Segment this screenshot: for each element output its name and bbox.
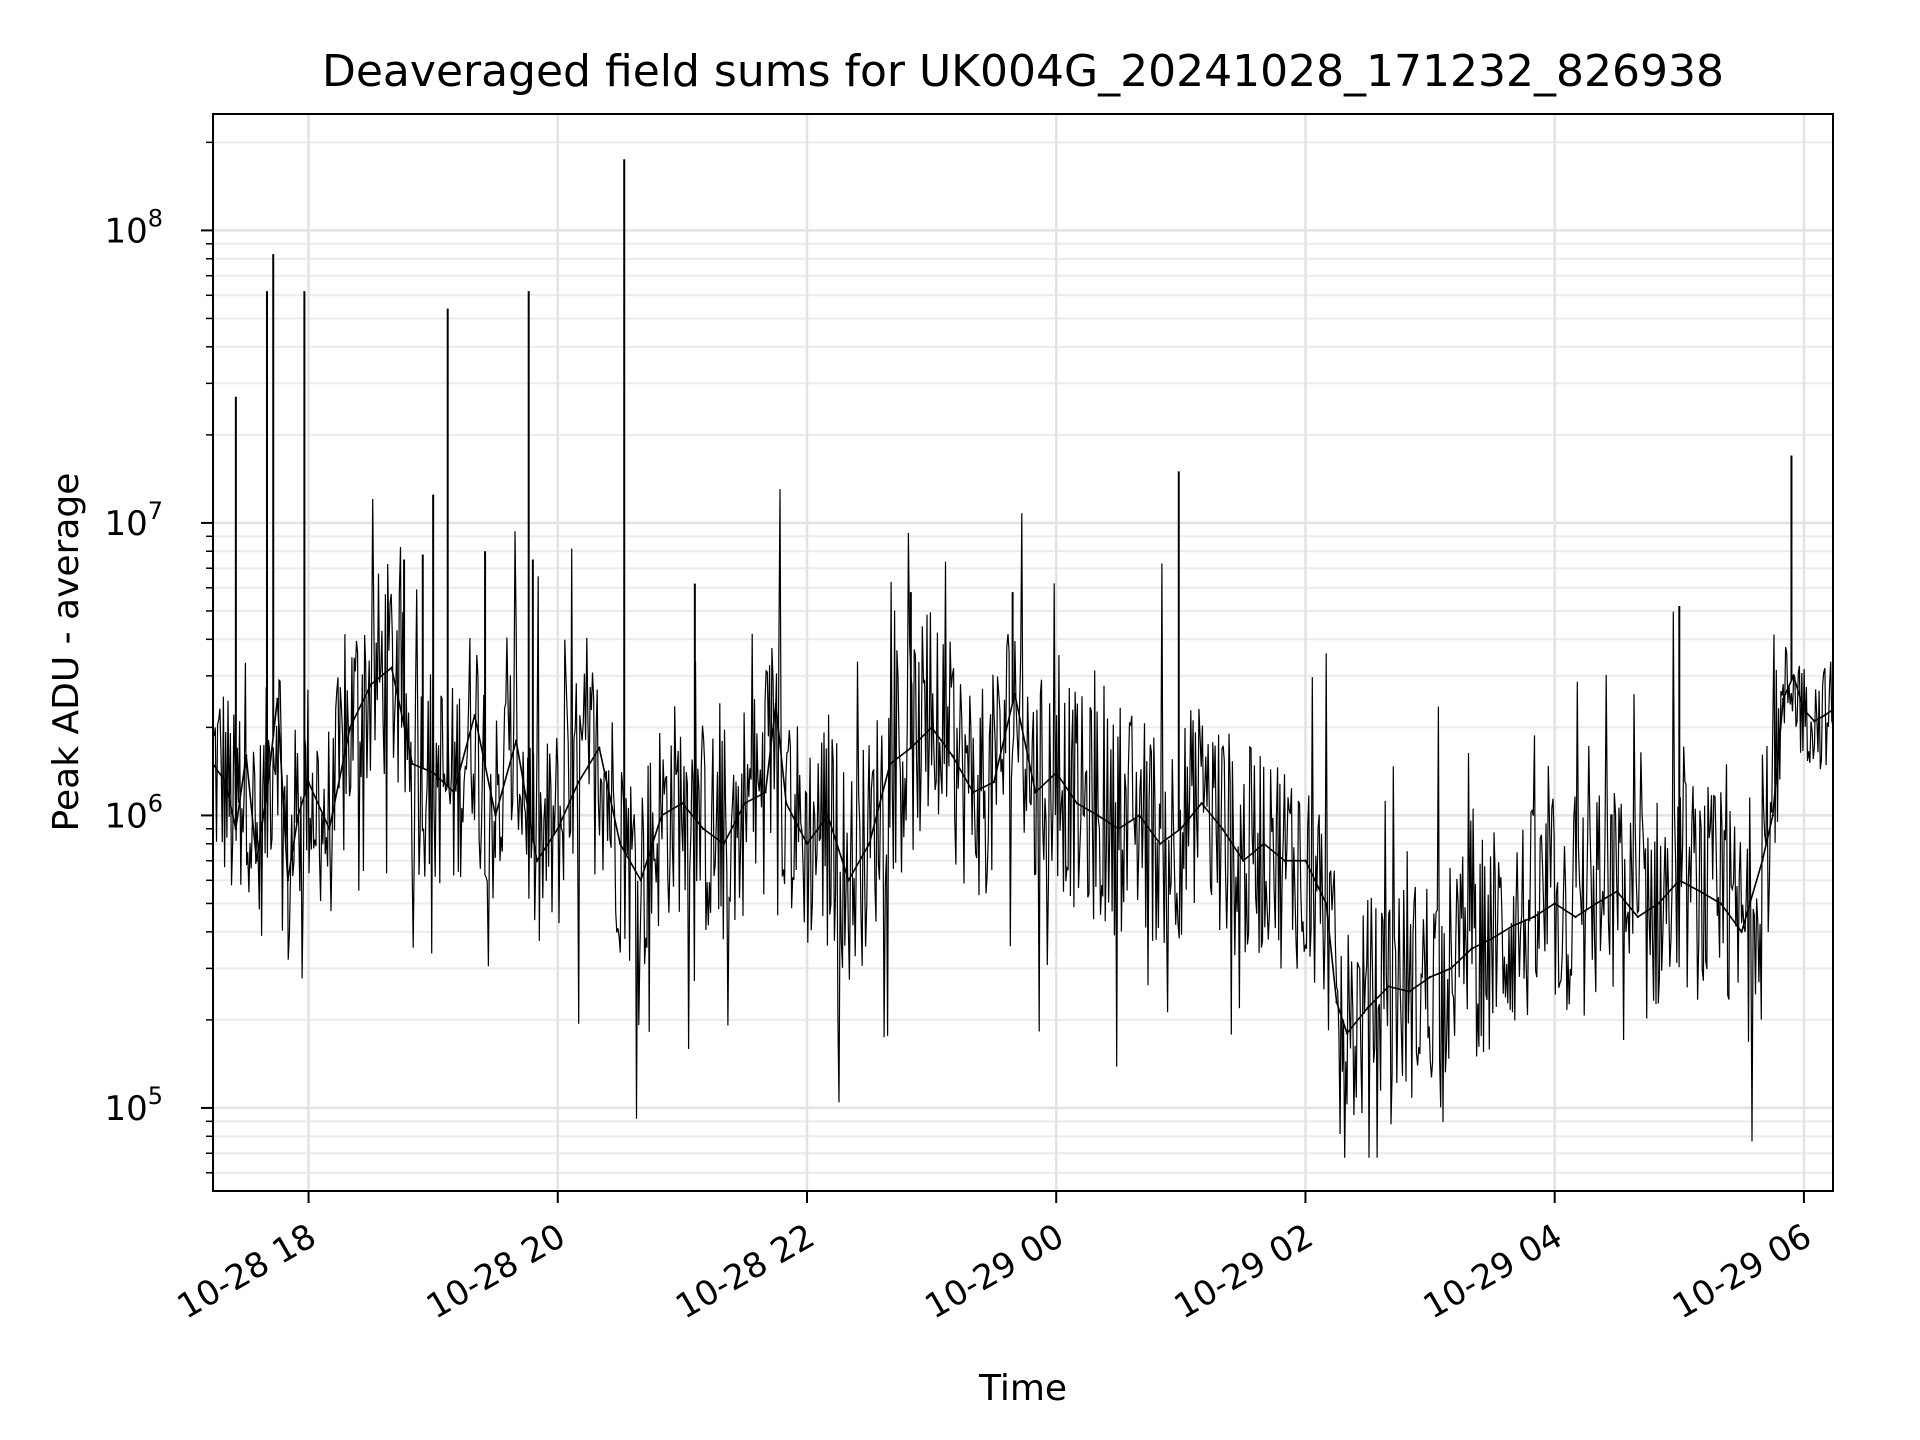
chart-title: Deaveraged field sums for UK004G_2024102… [322,46,1724,97]
noise-trace [212,489,1834,1158]
data-point [255,859,258,862]
data-point [1813,720,1816,723]
data-point [847,879,850,882]
data-point [618,842,622,845]
data-point [1200,802,1203,805]
data-point [951,754,954,757]
data-point [369,683,372,686]
data-point [1719,902,1723,905]
data-point [1096,814,1100,817]
grid-lines [213,114,1833,1191]
data-point [1075,802,1079,805]
y-tick-exponent: 6 [148,789,163,817]
data-point [1802,708,1806,711]
data-point [722,842,726,845]
data-point [1771,814,1775,817]
data-point [972,791,975,794]
data-point [1823,714,1826,717]
data-point [1615,890,1619,893]
data-point [1013,692,1016,696]
data-point [297,814,300,817]
data-point [224,780,227,784]
data-point [1491,937,1494,940]
data-point [473,714,476,717]
data-point [930,726,933,729]
data-point [328,827,331,830]
data-point [1449,967,1453,970]
spikes [234,159,1793,881]
y-tick-exponent: 8 [148,204,163,232]
data-point [494,814,497,817]
data-point [702,827,705,830]
y-tick-exponent: 5 [148,1082,163,1110]
data-point [515,739,518,742]
data-point [411,762,414,766]
data-point [1325,902,1328,905]
x-axis-label: Time [978,1368,1067,1409]
data-point [1740,930,1743,933]
data-point [1158,842,1162,845]
data-point [1262,842,1266,845]
data-point [1387,985,1390,988]
data-point [660,814,663,817]
plot-frame [212,113,1834,1192]
data-point [785,802,788,805]
data-point [1221,827,1224,830]
data-point [826,814,829,817]
data-point [1532,915,1536,919]
series-layer [211,666,1835,1035]
data-point [390,666,393,669]
data-point [1242,859,1245,862]
y-tick-exponent: 7 [148,497,163,525]
data-point [598,746,601,750]
data-point [764,791,767,794]
data-point [1179,827,1183,830]
data-point [1408,990,1411,993]
data-point [1366,1006,1370,1009]
data-point [1034,791,1037,794]
data-point [452,791,456,794]
data-point [888,762,892,766]
data-point [1574,915,1577,919]
data-point [1117,827,1120,830]
data-point [286,879,289,882]
data-point [639,879,642,882]
data-point [1304,859,1307,862]
data-point [1470,947,1473,950]
noise-band [212,489,1834,1158]
data-point [992,780,996,784]
data-point [1657,902,1660,905]
data-point [348,726,352,729]
data-point [743,802,746,805]
data-point [1512,924,1515,927]
y-axis-label: Peak ADU - average [46,473,87,832]
data-point [1553,902,1556,905]
data-point [774,703,777,706]
data-point [1595,902,1598,905]
data-point [535,859,539,862]
data-point [1636,915,1640,919]
data-point [1698,890,1702,893]
data-point [681,802,684,805]
data-point [868,842,871,845]
data-point [577,780,580,784]
data-point [307,780,310,784]
data-point [805,842,809,845]
data-point [1138,814,1141,817]
data-point [245,754,248,757]
data-point [1345,1032,1349,1035]
y-tick-label: 105 [104,1082,163,1129]
data-point [1335,1000,1338,1004]
data-point [1792,674,1795,678]
data-point [1283,859,1286,862]
data-point [1428,975,1432,979]
data-point [1055,771,1058,774]
data-point [556,827,559,830]
data-point [1782,697,1785,701]
data-point [276,697,279,701]
data-point [1761,859,1764,862]
